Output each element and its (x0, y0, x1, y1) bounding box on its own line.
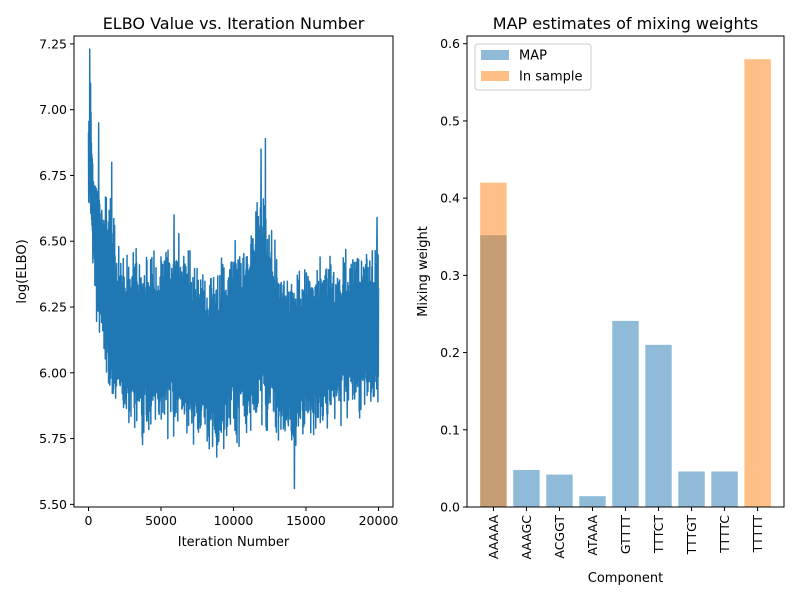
map-x-tick-label: ATAAA (585, 515, 600, 556)
elbo-x-tick-label: 15000 (286, 513, 326, 528)
map-y-tick-label: 0.4 (440, 191, 460, 206)
elbo-y-tick-label: 6.50 (39, 234, 67, 249)
elbo-x-tick-label: 0 (85, 513, 93, 528)
map-x-axis-label: Component (588, 571, 663, 586)
elbo-chart-title: ELBO Value vs. Iteration Number (103, 14, 365, 33)
bar-map-ataaa (579, 496, 606, 507)
map-x-tick-label: GTTTT (618, 515, 633, 554)
map-x-tick-label: ACGGT (552, 515, 567, 559)
legend-label: MAP (519, 49, 547, 64)
map-y-tick-label: 0.3 (440, 268, 460, 283)
bar-map-ttttc (711, 471, 738, 507)
bar-map-gtttt (612, 320, 639, 507)
map-y-tick-label: 0.0 (440, 500, 460, 515)
elbo-y-tick-label: 6.25 (39, 300, 67, 315)
elbo-x-tick-label: 10000 (214, 513, 254, 528)
map-x-tick-label: AAAAA (486, 515, 501, 560)
map-y-tick-label: 0.6 (440, 36, 460, 51)
map-y-tick-label: 0.2 (440, 345, 460, 360)
map-y-tick-label: 0.5 (440, 113, 460, 128)
elbo-y-tick-label: 7.25 (39, 36, 67, 51)
elbo-x-ticks: 0 5000 10000 15000 20000 (85, 507, 399, 528)
map-x-tick-label: TTTTT (750, 515, 765, 554)
bar-map-tttct (645, 344, 672, 507)
map-legend: MAP In sample (474, 43, 592, 91)
legend-swatch (481, 71, 509, 81)
elbo-x-tick-label: 20000 (359, 513, 399, 528)
bar-map-aaagc (513, 469, 540, 507)
map-x-tick-label: AAAGC (519, 515, 534, 560)
elbo-y-ticks: 5.50 5.75 6.00 6.25 6.50 6.75 7.00 7.25 (39, 36, 74, 512)
bar-in-sample-ttttt (744, 59, 771, 507)
map-chart-title: MAP estimates of mixing weights (493, 14, 758, 33)
map-bar-chart: MAP estimates of mixing weights AAAAA AAA… (416, 14, 785, 586)
map-y-tick-label: 0.1 (440, 422, 460, 437)
elbo-line-chart: ELBO Value vs. Iteration Number 0 5000 100… (15, 14, 398, 550)
map-x-ticks: AAAAA AAAGC ACGGT ATAAA GTTTT TTTCT TTTGT TTTTC… (486, 507, 765, 560)
elbo-y-tick-label: 6.75 (39, 168, 67, 183)
legend-label: In sample (519, 70, 582, 85)
elbo-series-line (87, 48, 380, 490)
elbo-y-tick-label: 6.00 (39, 365, 67, 380)
bar-map-tttgt (678, 471, 705, 507)
elbo-x-axis-label: Iteration Number (178, 535, 290, 550)
elbo-x-tick-label: 5000 (145, 513, 177, 528)
map-x-tick-label: TTTCT (651, 515, 666, 554)
map-y-axis-label: Mixing weight (416, 226, 431, 317)
map-y-ticks: 0.0 0.1 0.2 0.3 0.4 0.5 0.6 (440, 36, 467, 515)
map-x-tick-label: TTTTC (717, 515, 732, 554)
elbo-plot-area (87, 48, 380, 490)
elbo-y-axis-label: log(ELBO) (15, 239, 30, 303)
elbo-y-tick-label: 5.50 (39, 497, 67, 512)
bar-map-acggt (546, 474, 573, 507)
legend-swatch (481, 50, 509, 60)
elbo-y-tick-label: 7.00 (39, 102, 67, 117)
bar-in-sample-aaaaa (480, 182, 507, 507)
map-x-tick-label: TTTGT (684, 515, 699, 556)
elbo-y-tick-label: 5.75 (39, 431, 67, 446)
map-plot-area (480, 59, 771, 507)
